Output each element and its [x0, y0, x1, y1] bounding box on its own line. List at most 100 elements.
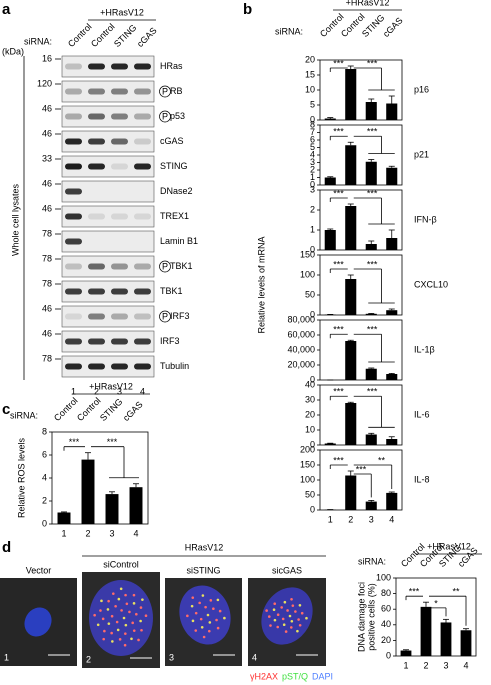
significance: *** [333, 455, 344, 465]
bar [345, 475, 357, 510]
bar [345, 69, 357, 120]
nucleus [261, 587, 313, 645]
band [88, 88, 105, 95]
y-tick-label: 10 [305, 84, 315, 94]
band [134, 313, 151, 320]
focus [99, 609, 102, 612]
significance: *** [333, 58, 344, 68]
bar [324, 118, 336, 120]
band [65, 363, 82, 370]
focus [190, 604, 194, 608]
sirna-label: siRNA: [275, 26, 303, 36]
blot-strip [61, 105, 155, 128]
bar [345, 279, 357, 315]
protein-label: Tubulin [160, 361, 189, 371]
bar [324, 443, 336, 445]
image-number: 4 [252, 652, 257, 662]
significance: *** [367, 188, 378, 198]
blot-strip [61, 330, 155, 353]
y-tick-label: 0 [310, 504, 315, 514]
y-tick-label: 3 [310, 157, 315, 167]
y-tick-label: 0 [310, 114, 315, 124]
y-tick-label: 0 [42, 518, 47, 528]
focus [140, 628, 143, 632]
y-tick-label: 40,000 [287, 344, 315, 354]
significance: ** [378, 455, 386, 465]
significance: *** [367, 127, 378, 137]
significance: *** [333, 127, 344, 137]
significance: *** [356, 464, 367, 474]
kda-marker: 120 [37, 78, 52, 88]
bar [365, 434, 377, 445]
column-label: cGAS [121, 399, 145, 423]
band [111, 263, 128, 270]
chart-title: p16 [414, 84, 429, 94]
band [111, 113, 128, 120]
focus [131, 621, 134, 625]
lane-label: 1 [71, 386, 76, 396]
focus [93, 613, 96, 617]
blot-strip [61, 55, 155, 78]
band [134, 163, 151, 170]
focus [114, 604, 117, 608]
band [111, 363, 128, 370]
group-label: +HRasV12 [89, 381, 133, 391]
y-tick-label: 100 [300, 474, 315, 484]
bar [324, 177, 336, 185]
bar [386, 492, 398, 510]
group-label: +HRasV12 [427, 541, 471, 551]
focus [186, 614, 189, 618]
protein-label: RB [170, 86, 183, 96]
focus [141, 598, 144, 601]
focus [216, 626, 220, 630]
protein-label: DNase2 [160, 186, 193, 196]
focus [273, 618, 277, 622]
bar [365, 313, 377, 315]
focus [100, 599, 103, 603]
band [88, 113, 105, 120]
y-tick-label: 5 [310, 99, 315, 109]
y-tick-label: 20 [305, 54, 315, 64]
column-label: Control [66, 22, 94, 50]
band [65, 213, 82, 220]
x-tick-label: 4 [463, 660, 468, 670]
protein-label: TBK1 [170, 261, 193, 271]
kda-marker: 78 [42, 278, 52, 288]
protein-label: IRF3 [170, 311, 190, 321]
bar [386, 439, 398, 445]
kda-marker: 46 [42, 203, 52, 213]
kda-marker: 46 [42, 303, 52, 313]
focus [218, 609, 222, 613]
legend-entry: pST/Q [282, 671, 308, 681]
focus [199, 617, 203, 621]
band [111, 63, 128, 70]
y-tick-label: 40 [381, 619, 391, 629]
significance: *** [333, 188, 344, 198]
phospho-label: P [162, 86, 168, 96]
bar [324, 230, 336, 250]
protein-label: HRas [160, 61, 183, 71]
focus [280, 606, 283, 609]
significance: *** [367, 58, 378, 68]
focus [267, 615, 271, 618]
chart-title: p21 [414, 149, 429, 159]
focus [272, 608, 276, 612]
group-label: +HRasV12 [346, 0, 390, 7]
band [88, 138, 105, 145]
bar [386, 310, 398, 315]
y-tick-label: 50 [305, 489, 315, 499]
focus [204, 605, 207, 609]
lane-label: 3 [117, 386, 122, 396]
focus [298, 623, 302, 627]
kda-marker: 46 [42, 128, 52, 138]
chart-title: CXCL10 [414, 279, 448, 289]
focus [291, 604, 295, 607]
focus [110, 614, 114, 618]
x-tick-label: 3 [369, 514, 374, 524]
panel-label: a [2, 1, 11, 18]
focus [132, 593, 136, 597]
focus [265, 609, 268, 612]
bar [365, 501, 377, 510]
band [88, 313, 105, 320]
